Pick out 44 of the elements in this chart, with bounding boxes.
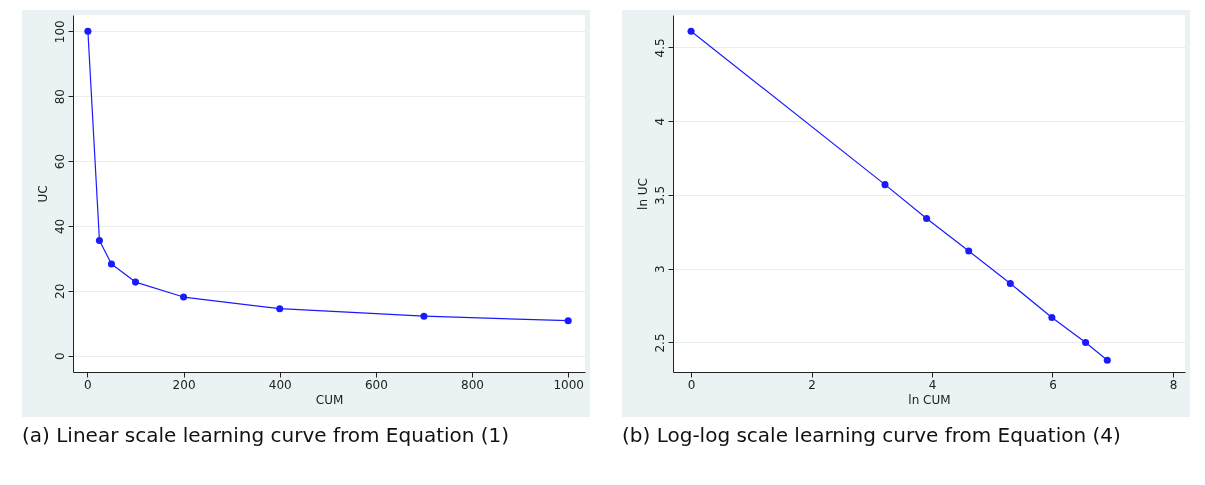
point <box>923 215 931 223</box>
y-tick-label: 0 <box>52 352 67 361</box>
point <box>180 293 188 301</box>
point <box>420 312 428 320</box>
x-tick-label: 200 <box>172 377 196 392</box>
x-tick-label: 8 <box>1169 377 1178 392</box>
point <box>564 317 572 325</box>
point <box>881 181 889 189</box>
x-tick-label: 800 <box>461 377 484 392</box>
text: (b) Log-log scale learning curve from Equation (4) <box>622 423 1122 447</box>
point <box>107 260 115 268</box>
y-tick-label: 20 <box>52 283 67 299</box>
y-tick-label: 100 <box>52 20 67 44</box>
y-axis-title: UC <box>35 185 50 203</box>
x-tick-label: 2 <box>808 377 816 392</box>
y-tick-label: 4 <box>652 117 667 126</box>
point <box>687 27 695 35</box>
y-tick-label: 40 <box>52 218 67 235</box>
point <box>1103 356 1111 364</box>
point <box>131 278 140 286</box>
y-axis-title: ln UC <box>635 178 650 210</box>
point <box>84 27 92 35</box>
y-tick-label: 4.5 <box>652 38 667 58</box>
y-tick-label: 80 <box>52 89 67 105</box>
point <box>95 237 103 245</box>
y-tick-label: 60 <box>52 153 67 170</box>
y-tick-label: 2.5 <box>652 333 667 353</box>
x-tick-label: 6 <box>1049 377 1057 392</box>
x-tick-label: 1000 <box>553 377 584 392</box>
x-axis-title: ln CUM <box>908 392 951 407</box>
x-tick-label: 600 <box>364 377 388 392</box>
x-axis-title: CUM <box>315 392 344 407</box>
text: (a) Linear scale learning curve from Equation (1) <box>22 423 511 447</box>
point <box>965 247 973 255</box>
point <box>1006 279 1014 288</box>
y-tick-label: 3 <box>652 265 667 274</box>
x-tick-label: 0 <box>687 377 696 392</box>
x-tick-label: 4 <box>928 377 937 392</box>
y-tick-label: 3.5 <box>652 185 667 206</box>
point <box>1048 313 1056 321</box>
point <box>276 305 284 313</box>
point <box>1082 338 1090 347</box>
x-tick-label: 0 <box>84 377 92 392</box>
x-tick-label: 400 <box>268 377 292 392</box>
